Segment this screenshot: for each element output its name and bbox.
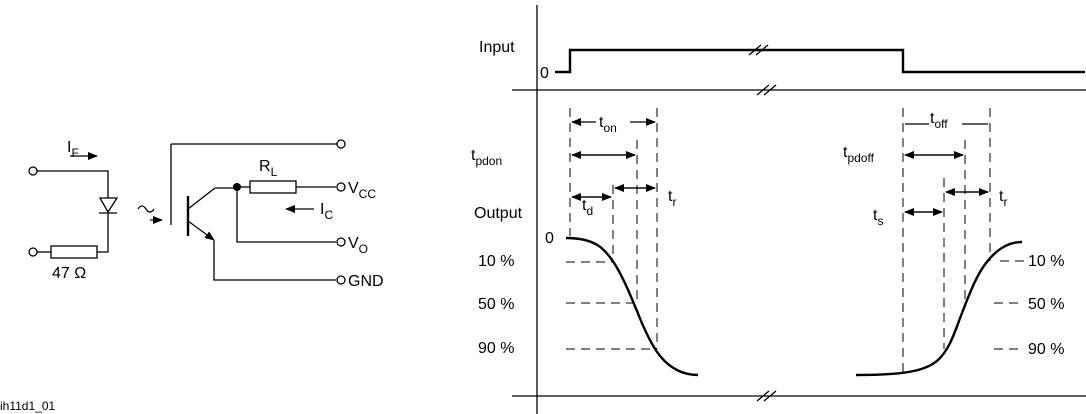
ts-label: ts [873,207,883,228]
gnd-label: GND [348,273,384,290]
rl-resistor-icon [249,180,297,194]
tpdoff-label: tpdoff [843,144,875,165]
left-level-90: 90 % [478,340,514,357]
output-label: Output [474,205,523,222]
tpdon-label: tpdon [471,147,502,168]
left-level-50: 50 % [478,296,514,313]
ton-label: ton [599,114,617,135]
toff-label: toff [930,110,948,131]
td-label: td [582,197,593,218]
right-level-10: 10 % [1028,253,1064,270]
output-zero-label: 0 [545,230,554,247]
gnd-terminal [336,275,346,285]
rl-label: RL [259,158,278,179]
input-label: Input [479,39,515,56]
left-level-10: 10 % [478,253,514,270]
break-marks [748,44,777,402]
input-waveform [555,48,1085,74]
vo-terminal [336,237,346,247]
figure-id: ih11d1_01 [0,399,55,413]
tr2-label: tr [999,188,1007,209]
tr1-label: tr [668,188,676,209]
timing-diagram: Input 0 tpdon Output 0 tpdoff 10 % 50 % … [471,5,1086,414]
base-terminal [336,139,346,149]
input-zero-label: 0 [540,65,549,82]
resistor-47-icon [50,245,98,259]
led-icon [98,197,119,214]
right-level-90: 90 % [1028,341,1064,358]
if-label: IF [67,139,79,160]
vo-label: VO [348,235,368,256]
ic-label: IC [320,201,333,222]
light-wave-icon [137,205,155,213]
phototransistor-icon [170,143,337,281]
right-level-50: 50 % [1028,296,1064,313]
vcc-terminal [336,182,346,192]
resistor-47-label: 47 Ω [52,265,86,282]
circuit-diagram: IF 47 Ω RL [28,139,384,290]
input-terminal-anode [28,166,38,176]
input-terminal-cathode [28,247,38,257]
vcc-label: VCC [348,180,376,201]
output-rise-curve [855,240,1023,377]
output-fall-curve [565,236,699,377]
